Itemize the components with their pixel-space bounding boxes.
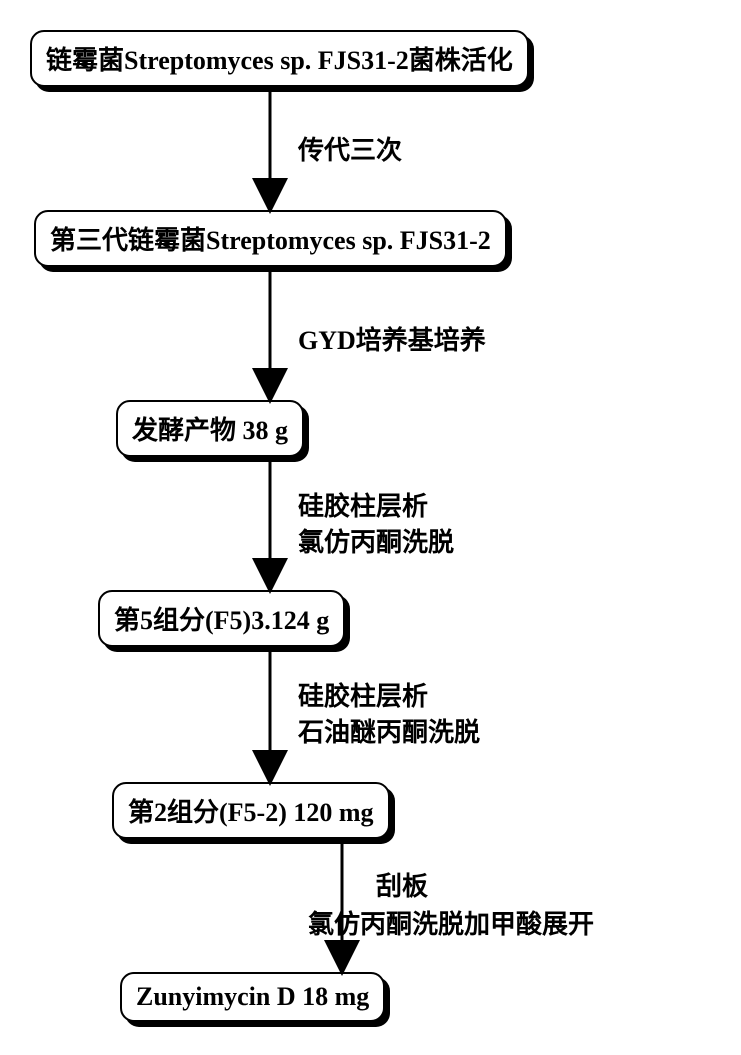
edge-label-silica-1b: 氯仿丙酮洗脱 <box>298 522 454 559</box>
edge-label-scrape: 刮板 <box>376 866 428 903</box>
edge-label-gyd: GYD培养基培养 <box>298 320 486 357</box>
edge-label-silica-2b: 石油醚丙酮洗脱 <box>298 712 480 749</box>
edge-label-silica-2a: 硅胶柱层析 <box>298 676 428 713</box>
edge-label-passage: 传代三次 <box>298 130 402 167</box>
edge-label-silica-1a: 硅胶柱层析 <box>298 486 428 523</box>
edge-label-tlc-dev: 氯仿丙酮洗脱加甲酸展开 <box>308 904 594 941</box>
